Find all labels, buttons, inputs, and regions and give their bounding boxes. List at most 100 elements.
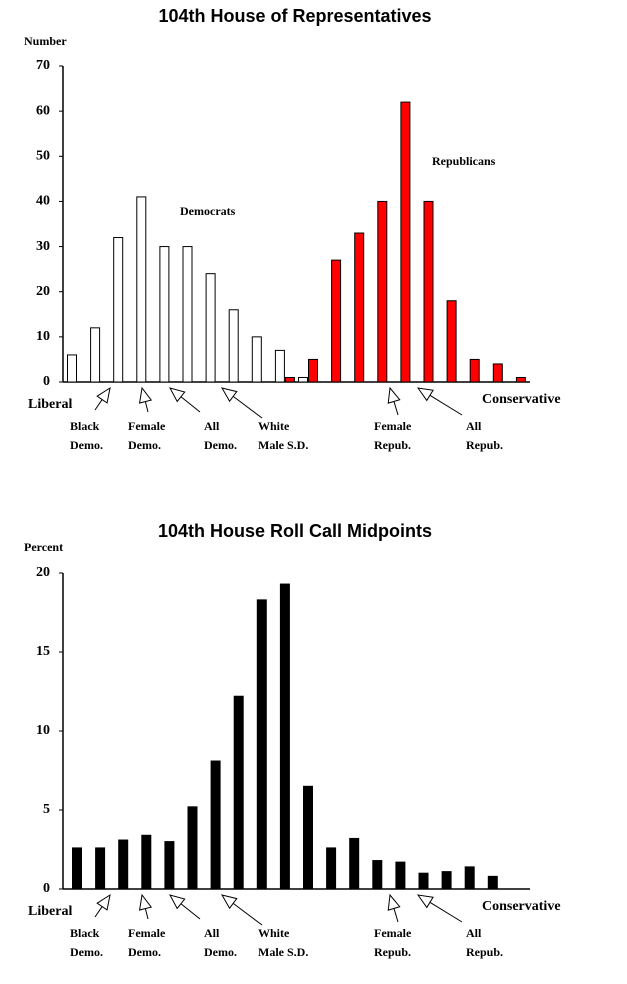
bar bbox=[210, 760, 221, 890]
arrow-shaft bbox=[232, 903, 263, 926]
bar bbox=[95, 847, 106, 890]
arrow-head bbox=[220, 387, 238, 403]
arrow-shaft bbox=[429, 394, 463, 416]
arrow-shaft bbox=[180, 903, 201, 920]
annotation-right: Conservative bbox=[482, 899, 561, 914]
bar bbox=[187, 806, 198, 890]
bar bbox=[90, 327, 101, 383]
y-tick-label: 20 bbox=[36, 565, 50, 580]
marker-label: Repub. bbox=[374, 945, 411, 959]
arrow-head bbox=[96, 386, 111, 404]
y-axis-label: Percent bbox=[24, 540, 63, 554]
chart-title: 104th House Roll Call Midpoints bbox=[158, 521, 432, 541]
bar bbox=[279, 583, 290, 890]
bar bbox=[395, 861, 406, 890]
y-tick-label: 15 bbox=[36, 644, 50, 659]
y-tick-label: 50 bbox=[36, 149, 50, 164]
arrow-shaft bbox=[232, 395, 263, 419]
marker-label: All bbox=[466, 926, 482, 940]
bar bbox=[113, 237, 124, 383]
marker-label: All bbox=[466, 419, 482, 433]
arrow-head bbox=[416, 894, 434, 909]
bar bbox=[298, 376, 308, 383]
arrow-head bbox=[138, 893, 153, 911]
annotation-right: Conservative bbox=[482, 392, 561, 407]
annotation-left: Liberal bbox=[28, 397, 72, 412]
bar bbox=[72, 847, 82, 890]
marker-label: Demo. bbox=[70, 438, 103, 452]
y-tick-label: 60 bbox=[36, 103, 50, 118]
marker-label: Female bbox=[128, 419, 166, 433]
bar bbox=[515, 376, 526, 383]
bar bbox=[256, 599, 267, 890]
bar bbox=[469, 358, 480, 383]
marker-label: Demo. bbox=[128, 438, 161, 452]
arrow-head bbox=[387, 386, 401, 404]
y-tick-label: 0 bbox=[43, 374, 50, 389]
arrow-head bbox=[220, 894, 238, 910]
bar bbox=[492, 363, 503, 383]
marker-label: All bbox=[204, 419, 220, 433]
arrow-shaft bbox=[94, 399, 103, 411]
bar bbox=[441, 871, 452, 890]
bar bbox=[487, 875, 498, 890]
bar bbox=[372, 860, 383, 890]
bar bbox=[251, 336, 262, 383]
bar bbox=[377, 200, 388, 383]
marker-label: Black bbox=[70, 419, 100, 433]
y-axis-label: Number bbox=[24, 34, 67, 48]
bar bbox=[418, 872, 429, 890]
marker-label: Demo. bbox=[70, 945, 103, 959]
marker-label: Demo. bbox=[204, 945, 237, 959]
marker-label: Female bbox=[128, 926, 166, 940]
marker-label: Repub. bbox=[374, 438, 411, 452]
annotation-left: Liberal bbox=[28, 904, 72, 919]
chart-title: 104th House of Representatives bbox=[158, 6, 431, 26]
arrow-head bbox=[416, 387, 434, 402]
series-label: Republicans bbox=[432, 154, 496, 168]
arrow-shaft bbox=[393, 401, 399, 416]
bar bbox=[182, 246, 193, 383]
y-tick-label: 30 bbox=[36, 239, 50, 254]
y-tick-label: 10 bbox=[36, 723, 50, 738]
y-tick-label: 70 bbox=[36, 58, 50, 73]
y-tick-label: 0 bbox=[43, 881, 50, 896]
marker-label: Female bbox=[374, 926, 412, 940]
marker-label: Black bbox=[70, 926, 100, 940]
bar bbox=[354, 232, 365, 383]
marker-label: White bbox=[258, 926, 290, 940]
arrow-head bbox=[96, 893, 111, 911]
bar bbox=[274, 349, 285, 383]
bar bbox=[159, 246, 170, 383]
marker-label: Demo. bbox=[128, 945, 161, 959]
arrow-shaft bbox=[94, 906, 103, 918]
bar bbox=[228, 309, 239, 383]
bar bbox=[233, 695, 244, 890]
marker-label: Male S.D. bbox=[258, 945, 308, 959]
bar bbox=[118, 839, 129, 890]
marker-label: Demo. bbox=[204, 438, 237, 452]
bar bbox=[164, 841, 175, 890]
marker-label: All bbox=[204, 926, 220, 940]
bar bbox=[284, 376, 295, 383]
marker-label: Repub. bbox=[466, 438, 503, 452]
bar bbox=[464, 866, 475, 890]
arrow-shaft bbox=[393, 908, 399, 923]
marker-label: Male S.D. bbox=[258, 438, 308, 452]
bar bbox=[303, 785, 313, 890]
arrow-shaft bbox=[180, 396, 201, 413]
arrow-shaft bbox=[144, 908, 149, 920]
y-tick-label: 40 bbox=[36, 194, 50, 209]
arrow-shaft bbox=[429, 901, 463, 923]
bar bbox=[400, 101, 411, 383]
bar bbox=[141, 834, 152, 890]
arrow-head bbox=[387, 893, 401, 911]
bar bbox=[136, 196, 147, 383]
arrow-shaft bbox=[144, 401, 149, 413]
arrow-head bbox=[138, 386, 153, 404]
marker-label: Female bbox=[374, 419, 412, 433]
bar bbox=[308, 358, 318, 383]
arrow-head bbox=[169, 387, 186, 403]
y-tick-label: 5 bbox=[43, 802, 50, 817]
